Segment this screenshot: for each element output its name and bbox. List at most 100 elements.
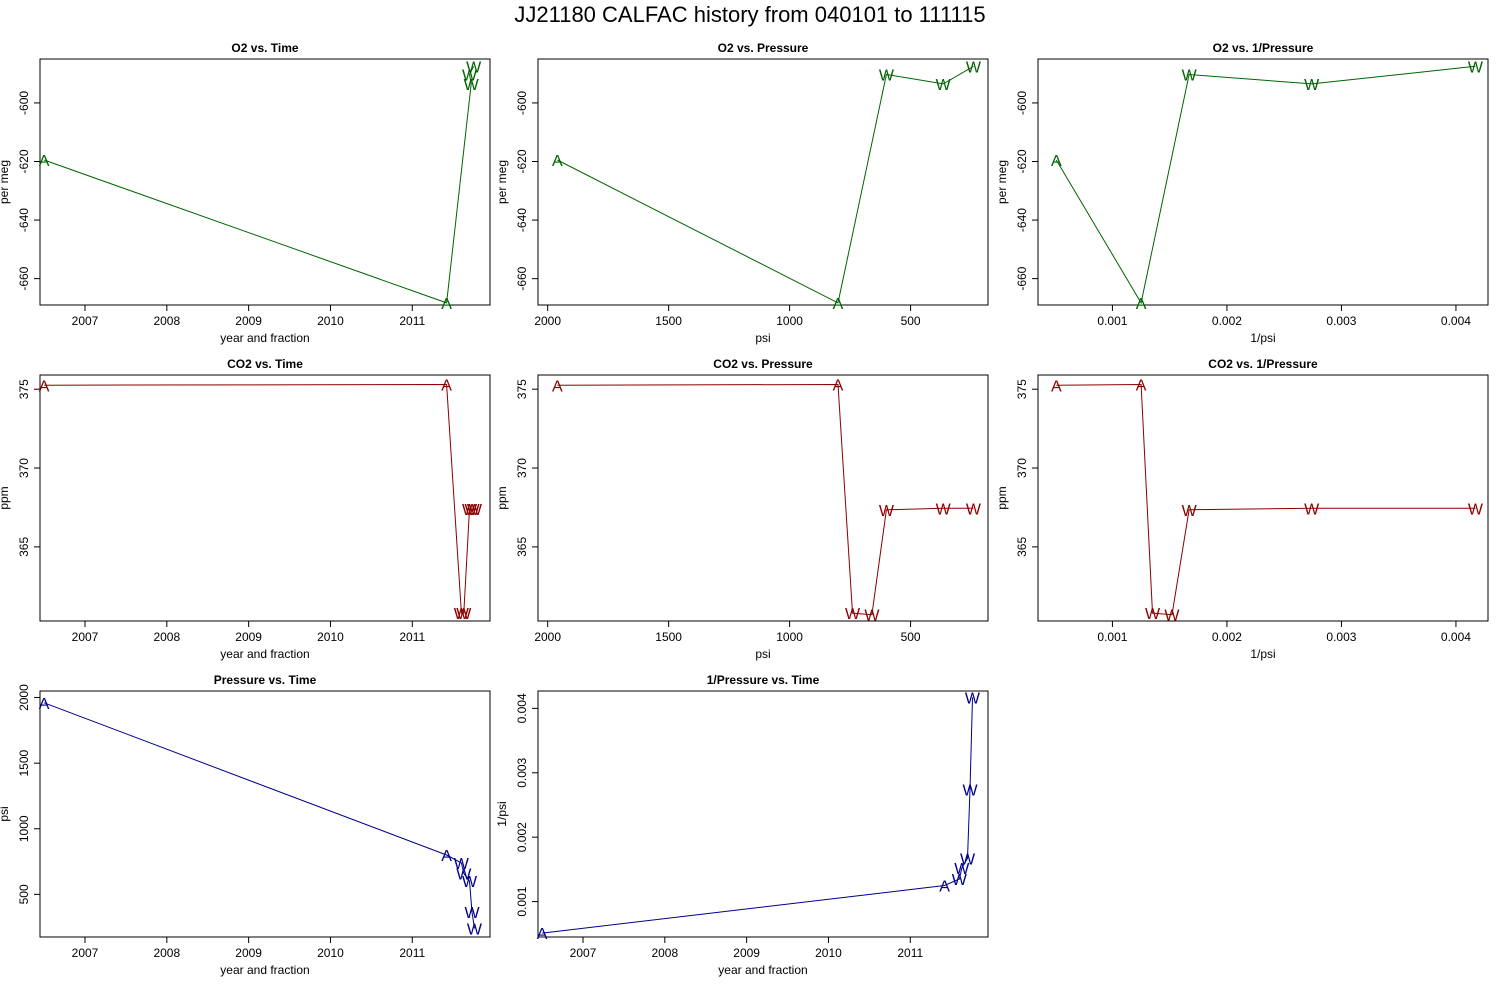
x-axis-label: 1/psi	[1250, 647, 1275, 661]
y-tick-label: 370	[515, 458, 529, 478]
x-tick-label: 2007	[72, 630, 99, 644]
x-tick-label: 2008	[153, 946, 180, 960]
y-tick-label: -620	[515, 149, 529, 173]
y-tick-label: -600	[17, 91, 31, 115]
data-point-marker: W	[464, 77, 480, 94]
data-point-marker: W	[954, 861, 970, 878]
y-tick-label: 375	[1015, 379, 1029, 399]
x-tick-label: 0.004	[1441, 314, 1471, 328]
plot-frame	[1037, 374, 1489, 622]
data-point-marker: A	[537, 926, 548, 943]
x-tick-label: 2009	[235, 946, 262, 960]
data-point-marker: W	[1468, 501, 1484, 518]
x-axis-label: year and fraction	[220, 963, 309, 977]
data-point-marker: W	[960, 851, 976, 868]
data-point-marker: A	[833, 377, 844, 394]
plot-frame	[537, 58, 989, 306]
data-point-marker: A	[441, 848, 452, 865]
x-tick-label: 1000	[776, 630, 803, 644]
y-axis-label: ppm	[0, 486, 11, 509]
chart-panel-4: CO2 vs. Time 2007 2008 2009 2010 2011 365 370 37…	[0, 357, 491, 661]
series-line	[1056, 383, 1476, 616]
series-line	[557, 65, 974, 304]
plot-frame	[39, 374, 491, 622]
plot-frame	[1037, 58, 1489, 306]
figure-title: JJ21180 CALFAC history from 040101 to 11…	[514, 2, 985, 27]
x-tick-label: 1000	[776, 314, 803, 328]
x-tick-label: 0.002	[1212, 314, 1242, 328]
chart-panel-5: CO2 vs. Pressure 2000 1500 1000 500 365 370 375…	[495, 357, 989, 661]
x-axis-label: year and fraction	[220, 647, 309, 661]
data-point-marker: W	[879, 503, 895, 520]
y-axis-label: per meg	[495, 160, 509, 204]
data-point-marker: W	[936, 501, 952, 518]
x-tick-label: 0.001	[1097, 314, 1127, 328]
data-point-marker: W	[456, 606, 472, 623]
data-point-marker: W	[462, 502, 478, 519]
x-tick-label: 0.003	[1326, 630, 1356, 644]
panel-title: CO2 vs. Pressure	[713, 357, 813, 371]
x-tick-label: 2008	[651, 946, 678, 960]
panel-title: Pressure vs. Time	[214, 673, 317, 687]
data-point-marker: A	[552, 153, 563, 170]
chart-panel-2: O2 vs. Pressure 2000 1500 1000 500 -600 -620 -6…	[495, 41, 989, 345]
data-point-marker: W	[454, 606, 470, 623]
data-point-marker: A	[1136, 377, 1147, 394]
y-tick-label: 0.004	[515, 693, 529, 723]
data-point-marker: A	[939, 878, 950, 895]
data-point-marker: A	[441, 296, 452, 313]
chart-panel-7: Pressure vs. Time 2007 2008 2009 2010 2011 500…	[0, 673, 491, 977]
data-point-marker: A	[39, 153, 50, 170]
x-tick-label: 0.002	[1212, 630, 1242, 644]
y-tick-label: -640	[515, 208, 529, 232]
y-tick-label: -620	[17, 149, 31, 173]
data-point-marker: W	[1304, 77, 1320, 94]
chart-panel-3: O2 vs. 1/Pressure 0.001 0.002 0.003 0.004 -60…	[995, 41, 1489, 345]
y-tick-label: -600	[515, 91, 529, 115]
y-tick-label: 375	[17, 379, 31, 399]
panel-title: O2 vs. 1/Pressure	[1213, 41, 1314, 55]
y-tick-label: -600	[1015, 91, 1029, 115]
y-tick-label: 1500	[17, 749, 31, 776]
data-point-marker: W	[966, 59, 982, 76]
panel-title: 1/Pressure vs. Time	[707, 673, 820, 687]
x-tick-label: 2007	[72, 314, 99, 328]
data-point-marker: W	[456, 866, 472, 883]
data-point-marker: W	[1182, 68, 1198, 85]
data-point-marker: A	[552, 378, 563, 395]
y-tick-label: 365	[1015, 537, 1029, 557]
data-point-marker: W	[467, 502, 483, 519]
y-tick-label: -660	[515, 266, 529, 290]
data-point-marker: A	[833, 296, 844, 313]
x-tick-label: 2008	[153, 314, 180, 328]
series-line	[542, 697, 973, 934]
x-tick-label: 2010	[317, 630, 344, 644]
y-tick-label: -660	[1015, 266, 1029, 290]
plot-frame	[537, 374, 989, 622]
data-point-marker: W	[879, 68, 895, 85]
data-point-marker: W	[464, 905, 480, 922]
x-tick-label: 2011	[399, 630, 425, 644]
y-tick-label: 0.002	[515, 822, 529, 852]
data-point-marker: A	[39, 378, 50, 395]
y-tick-label: 0.001	[515, 886, 529, 916]
y-tick-label: 0.003	[515, 757, 529, 787]
data-point-marker: W	[936, 77, 952, 94]
data-point-marker: W	[466, 59, 482, 76]
panel-title: O2 vs. Time	[231, 41, 298, 55]
y-axis-label: per meg	[0, 160, 11, 204]
x-tick-label: 2011	[399, 314, 425, 328]
series-line	[1055, 65, 1476, 305]
y-tick-label: -640	[1015, 208, 1029, 232]
series-line	[43, 66, 475, 304]
data-point-marker: W	[462, 68, 478, 85]
series-line	[43, 702, 475, 929]
x-tick-label: 2009	[733, 946, 760, 960]
data-point-marker: W	[1468, 59, 1484, 76]
x-tick-label: 2010	[317, 946, 344, 960]
panel-title: CO2 vs. 1/Pressure	[1208, 357, 1318, 371]
x-tick-label: 2000	[534, 630, 561, 644]
x-tick-label: 2009	[235, 314, 262, 328]
data-point-marker: A	[39, 696, 50, 713]
